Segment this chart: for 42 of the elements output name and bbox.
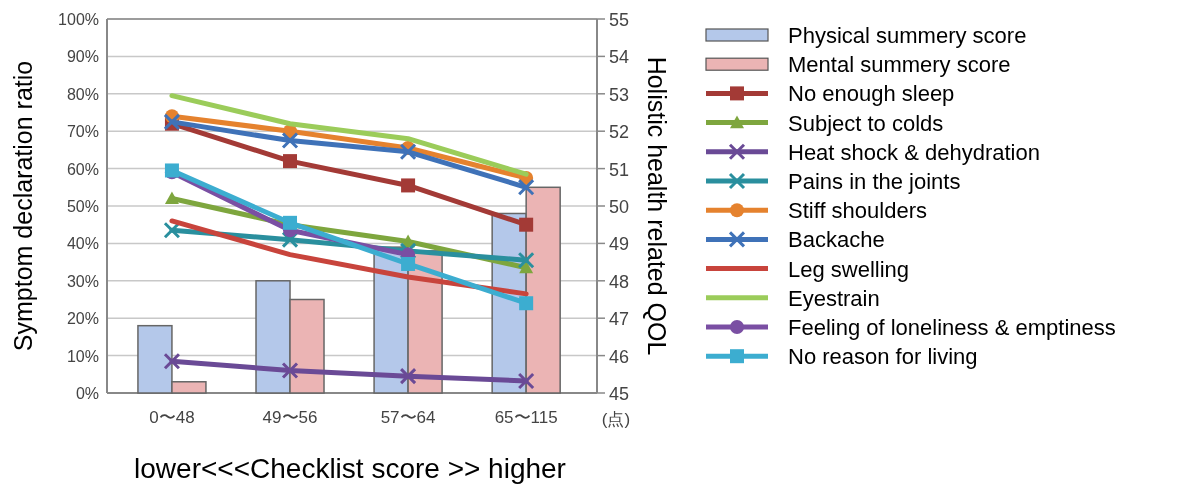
x-tick-label: 65〜115 [494, 408, 558, 427]
y2-tick-label: 52 [609, 122, 630, 143]
y-axis-title: Symptom declaration ratio [9, 60, 37, 352]
x-tick-label: 0〜48 [149, 408, 195, 427]
legend-label: Heat shock & dehydration [788, 139, 1040, 165]
legend-label: Eyestrain [788, 285, 880, 311]
legend-label: Leg swelling [788, 256, 910, 282]
y2-tick-label: 48 [609, 271, 630, 292]
y2-tick-label: 55 [609, 10, 630, 30]
y2-tick-label: 47 [609, 309, 630, 330]
y-tick-label: 60% [66, 160, 99, 178]
y-tick-label: 50% [66, 198, 99, 215]
legend-label: Backache [788, 227, 885, 253]
legend-label: No enough sleep [788, 81, 955, 107]
y-tick-label: 10% [66, 347, 99, 365]
legend-label: Subject to colds [788, 110, 944, 136]
legend-label: Feeling of loneliness & emptiness [788, 315, 1116, 340]
y-tick-label: 80% [66, 85, 99, 103]
x-axis-title: lower<<<Checklist score >> higher [134, 453, 566, 484]
y-tick-label: 100% [58, 11, 99, 28]
y2-tick-label: 49 [609, 234, 630, 255]
legend-label: Stiff shoulders [788, 198, 928, 224]
legend-label: Pains in the joints [788, 169, 961, 194]
y2-tick-label: 45 [609, 384, 630, 404]
legend-label: Physical summery score [788, 23, 1027, 48]
y2-tick-label: 50 [609, 197, 630, 217]
y-tick-label: 0% [75, 385, 99, 402]
x-tick-label: 57〜64 [380, 408, 436, 427]
legend-label: No reason for living [788, 344, 978, 370]
y-tick-label: 90% [66, 48, 99, 66]
y2-tick-label: 54 [609, 47, 630, 68]
y-tick-label: 20% [66, 310, 99, 328]
y2-tick-label: 46 [609, 346, 630, 367]
y-tick-label: 30% [66, 272, 99, 290]
x-tick-label: 49〜56 [262, 408, 318, 427]
y-tick-label: 40% [66, 235, 99, 253]
legend-label: Mental summery score [788, 52, 1011, 78]
y2-tick-label: 53 [609, 84, 630, 105]
y2-axis-title: Holistic health related QOL [643, 56, 671, 356]
y-tick-label: 70% [66, 123, 99, 141]
text: (点) [601, 410, 631, 429]
y2-tick-label: 51 [609, 159, 630, 180]
